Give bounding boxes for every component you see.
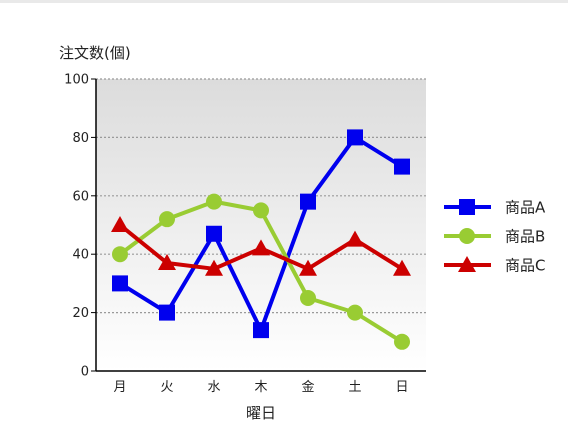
series-3: [111, 216, 411, 276]
y-tick-label: 20: [72, 306, 89, 321]
data-point: [159, 211, 175, 228]
series-2: [112, 193, 410, 350]
data-point: [346, 230, 364, 247]
data-point: [253, 322, 269, 339]
y-tick-labels: 0 20 40 60 80 100: [64, 73, 89, 380]
data-point: [206, 193, 222, 210]
data-point: [158, 253, 176, 270]
legend-item: 商品C: [444, 256, 545, 275]
legend: 商品A 商品B 商品C: [444, 199, 546, 275]
data-point: [300, 290, 316, 306]
data-point: [347, 304, 363, 321]
legend-label: 商品A: [505, 199, 546, 217]
series-1: [112, 129, 410, 339]
legend-marker: [458, 256, 476, 272]
y-axis-title: 注文数(個): [59, 44, 131, 62]
axes: [91, 78, 426, 372]
series-group: [111, 129, 411, 350]
legend-label: 商品B: [505, 228, 545, 246]
x-tick-label: 日: [395, 380, 408, 395]
legend-marker: [459, 228, 475, 244]
x-axis-title: 曜日: [246, 404, 276, 422]
x-tick-label: 木: [254, 380, 267, 395]
legend-marker: [459, 199, 475, 215]
y-tick-label: 40: [72, 248, 89, 263]
data-point: [112, 246, 128, 263]
data-point: [300, 193, 316, 210]
y-tick-label: 80: [72, 131, 89, 146]
data-point: [393, 259, 411, 276]
legend-label: 商品C: [505, 257, 545, 275]
data-point: [394, 333, 410, 350]
x-tick-labels: 月火水木金土日: [113, 379, 408, 395]
data-point: [159, 304, 175, 321]
data-point: [347, 129, 363, 146]
data-point: [206, 225, 222, 242]
data-point: [252, 239, 270, 256]
top-divider: [0, 0, 568, 3]
x-tick-label: 月: [113, 380, 126, 395]
data-point: [394, 158, 410, 175]
legend-item: 商品A: [444, 199, 546, 217]
y-tick-label: 100: [64, 73, 89, 88]
y-tick-label: 60: [72, 189, 89, 204]
data-point: [253, 202, 269, 219]
legend-item: 商品B: [444, 228, 545, 246]
y-tick-label: 0: [81, 365, 89, 380]
data-point: [112, 275, 128, 292]
data-point: [299, 259, 317, 276]
data-point: [111, 216, 129, 232]
x-tick-label: 金: [301, 379, 314, 395]
x-tick-label: 水: [207, 380, 220, 395]
x-tick-label: 土: [348, 380, 361, 395]
x-tick-label: 火: [160, 380, 173, 395]
data-point: [205, 259, 223, 276]
